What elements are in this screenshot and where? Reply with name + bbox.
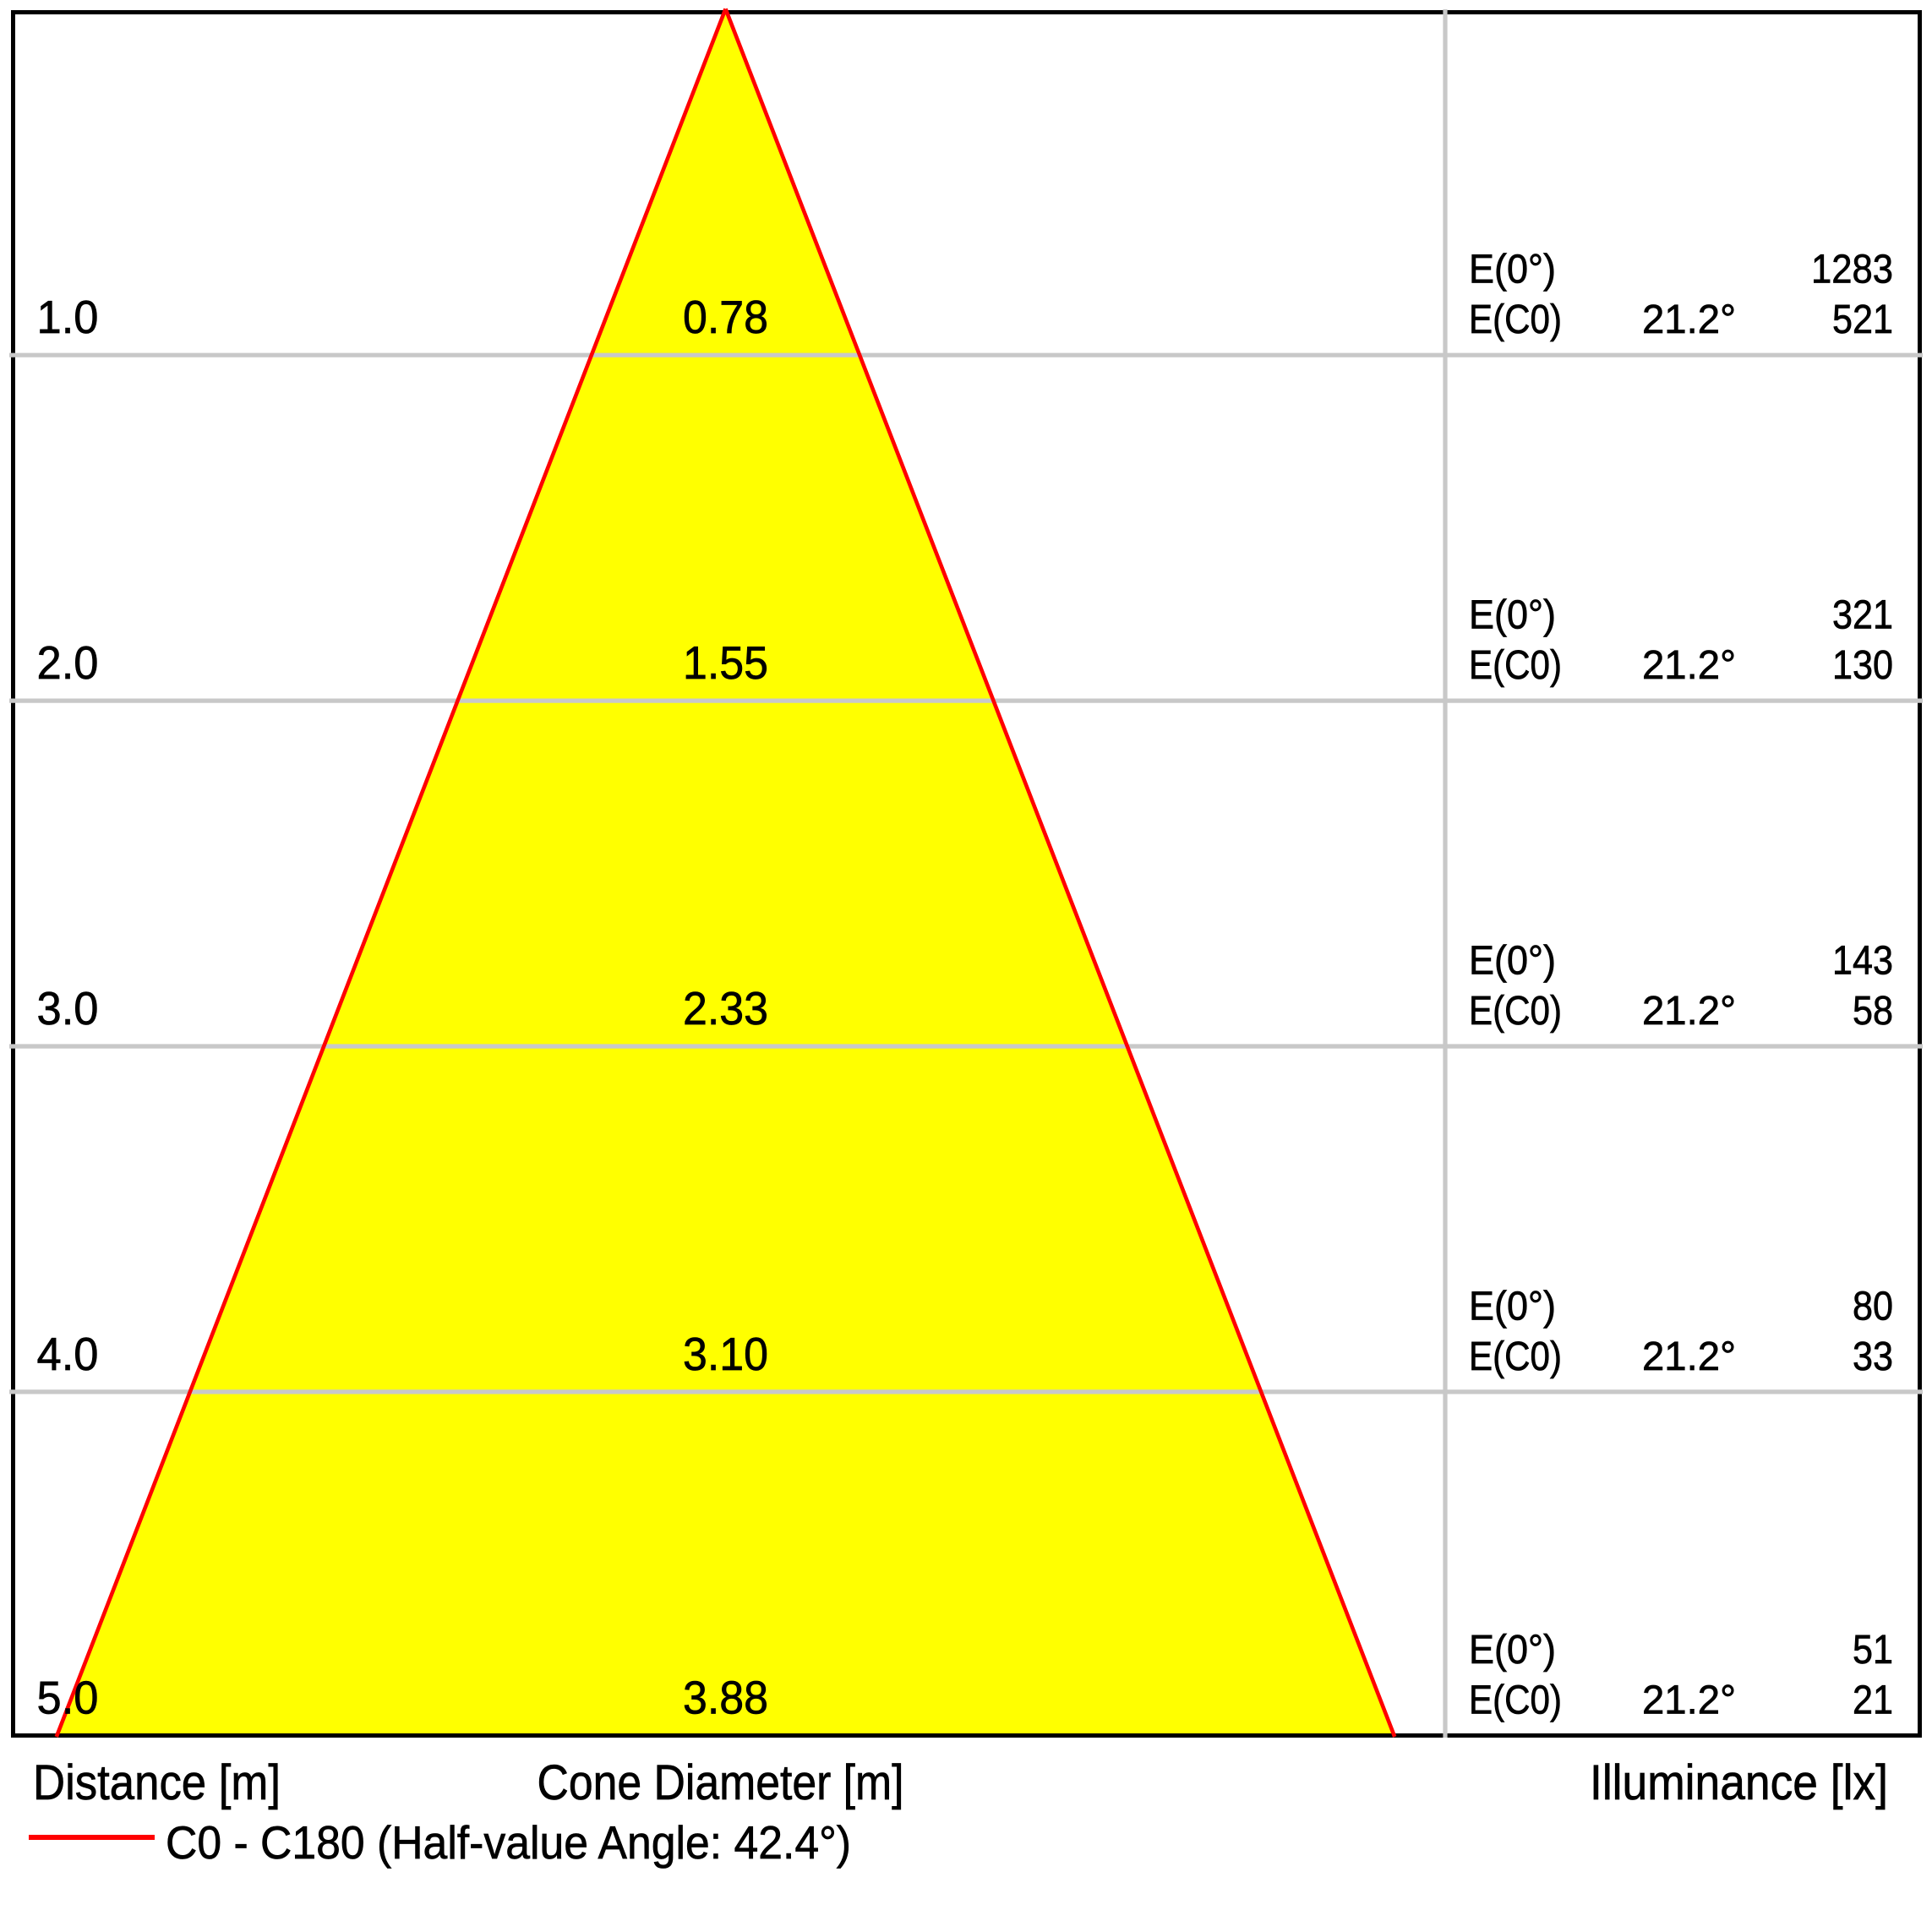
svg-text:5.0: 5.0 <box>37 1673 99 1724</box>
svg-text:E(0°): E(0°) <box>1469 1628 1556 1673</box>
svg-text:3.88: 3.88 <box>683 1673 768 1724</box>
svg-text:Cone Diameter [m]: Cone Diameter [m] <box>538 1755 904 1810</box>
svg-text:E(C0): E(C0) <box>1469 1678 1562 1723</box>
svg-text:80: 80 <box>1853 1284 1893 1329</box>
svg-text:21.2°: 21.2° <box>1642 1334 1736 1379</box>
svg-text:E(0°): E(0°) <box>1469 1284 1556 1329</box>
svg-text:21.2°: 21.2° <box>1642 1678 1736 1723</box>
svg-text:1283: 1283 <box>1811 248 1893 292</box>
svg-text:1.55: 1.55 <box>683 637 768 689</box>
svg-text:Illuminance [lx]: Illuminance [lx] <box>1590 1755 1888 1810</box>
svg-text:321: 321 <box>1832 593 1893 638</box>
svg-text:E(C0): E(C0) <box>1469 989 1562 1034</box>
svg-text:E(0°): E(0°) <box>1469 593 1556 638</box>
svg-text:21.2°: 21.2° <box>1642 989 1736 1034</box>
svg-text:33: 33 <box>1853 1334 1893 1379</box>
svg-text:3.10: 3.10 <box>683 1329 768 1380</box>
svg-text:E(C0): E(C0) <box>1469 1334 1562 1379</box>
svg-text:2.33: 2.33 <box>683 983 768 1034</box>
svg-text:3.0: 3.0 <box>37 983 99 1034</box>
svg-text:130: 130 <box>1832 643 1893 688</box>
svg-text:C0 - C180 (Half-value Angle: 4: C0 - C180 (Half-value Angle: 42.4°) <box>166 1816 851 1869</box>
svg-text:E(0°): E(0°) <box>1469 939 1556 984</box>
svg-text:21: 21 <box>1853 1678 1893 1723</box>
svg-text:E(C0): E(C0) <box>1469 297 1562 342</box>
svg-text:21.2°: 21.2° <box>1642 643 1736 688</box>
svg-text:143: 143 <box>1832 939 1893 984</box>
svg-text:521: 521 <box>1832 297 1893 342</box>
svg-text:4.0: 4.0 <box>37 1329 99 1380</box>
svg-text:51: 51 <box>1853 1628 1893 1673</box>
svg-text:E(C0): E(C0) <box>1469 643 1562 688</box>
svg-text:Distance [m]: Distance [m] <box>33 1755 281 1810</box>
svg-text:0.78: 0.78 <box>683 292 768 343</box>
svg-text:21.2°: 21.2° <box>1642 297 1736 342</box>
svg-text:2.0: 2.0 <box>37 637 99 689</box>
svg-text:58: 58 <box>1853 989 1893 1034</box>
svg-text:E(0°): E(0°) <box>1469 248 1556 292</box>
svg-text:1.0: 1.0 <box>37 292 99 343</box>
